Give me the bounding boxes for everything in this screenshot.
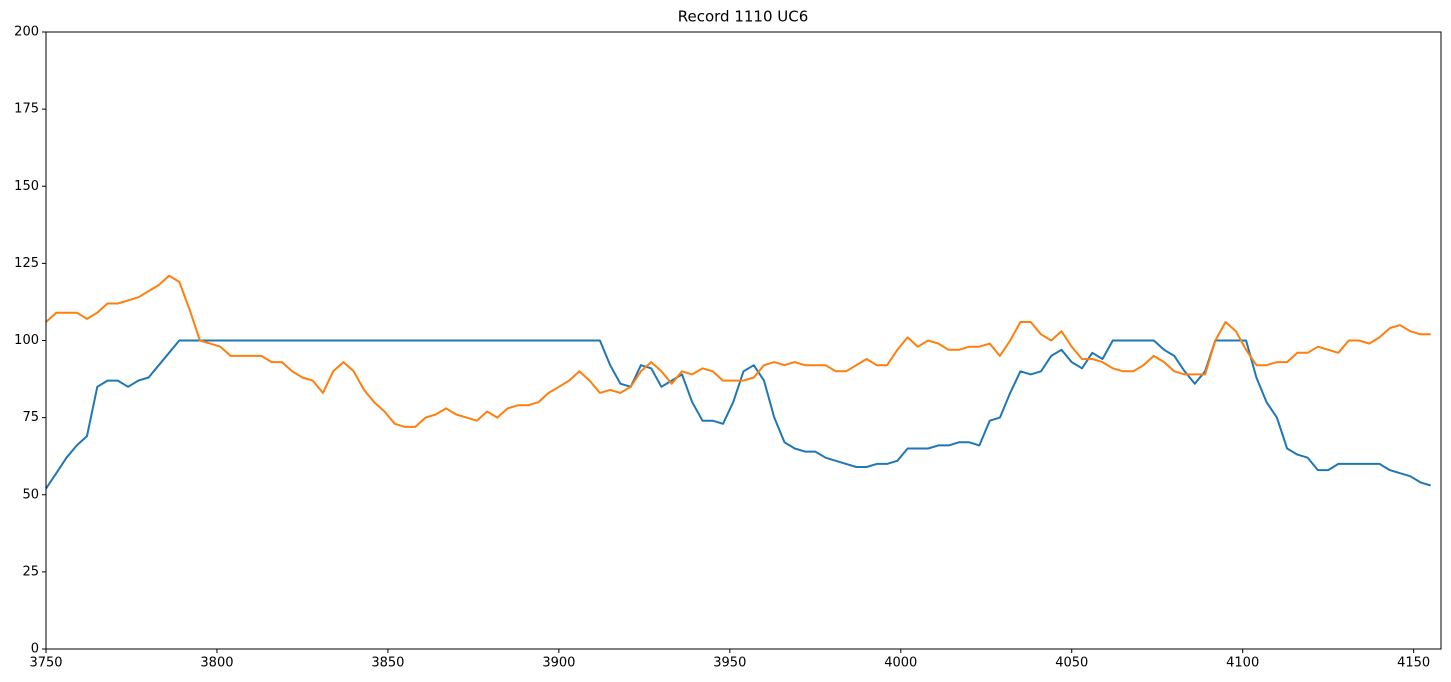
y-tick-label: 25	[22, 564, 39, 579]
y-tick-label: 75	[22, 410, 39, 425]
y-tick-label: 100	[14, 333, 39, 348]
plot-frame	[45, 31, 1442, 650]
x-tick-label: 3800	[200, 656, 233, 671]
y-tick-label: 50	[22, 487, 39, 502]
x-tick-label: 3850	[371, 656, 404, 671]
y-tick-label: 0	[31, 642, 39, 657]
series-line	[45, 339, 1431, 490]
x-tick-label: 4050	[1055, 656, 1088, 671]
y-tick-label: 200	[14, 25, 39, 40]
y-tick-label: 150	[14, 179, 39, 194]
x-tick-label: 4000	[884, 656, 917, 671]
x-tick-label: 3750	[29, 656, 62, 671]
x-tick-label: 4150	[1397, 656, 1430, 671]
x-tick-label: 4100	[1226, 656, 1259, 671]
y-tick-label: 175	[14, 102, 39, 117]
x-tick-label: 3900	[542, 656, 575, 671]
series-line	[45, 274, 1431, 428]
chart-title: Record 1110 UC6	[678, 8, 809, 26]
y-tick-label: 125	[14, 256, 39, 271]
x-tick-label: 3950	[713, 656, 746, 671]
